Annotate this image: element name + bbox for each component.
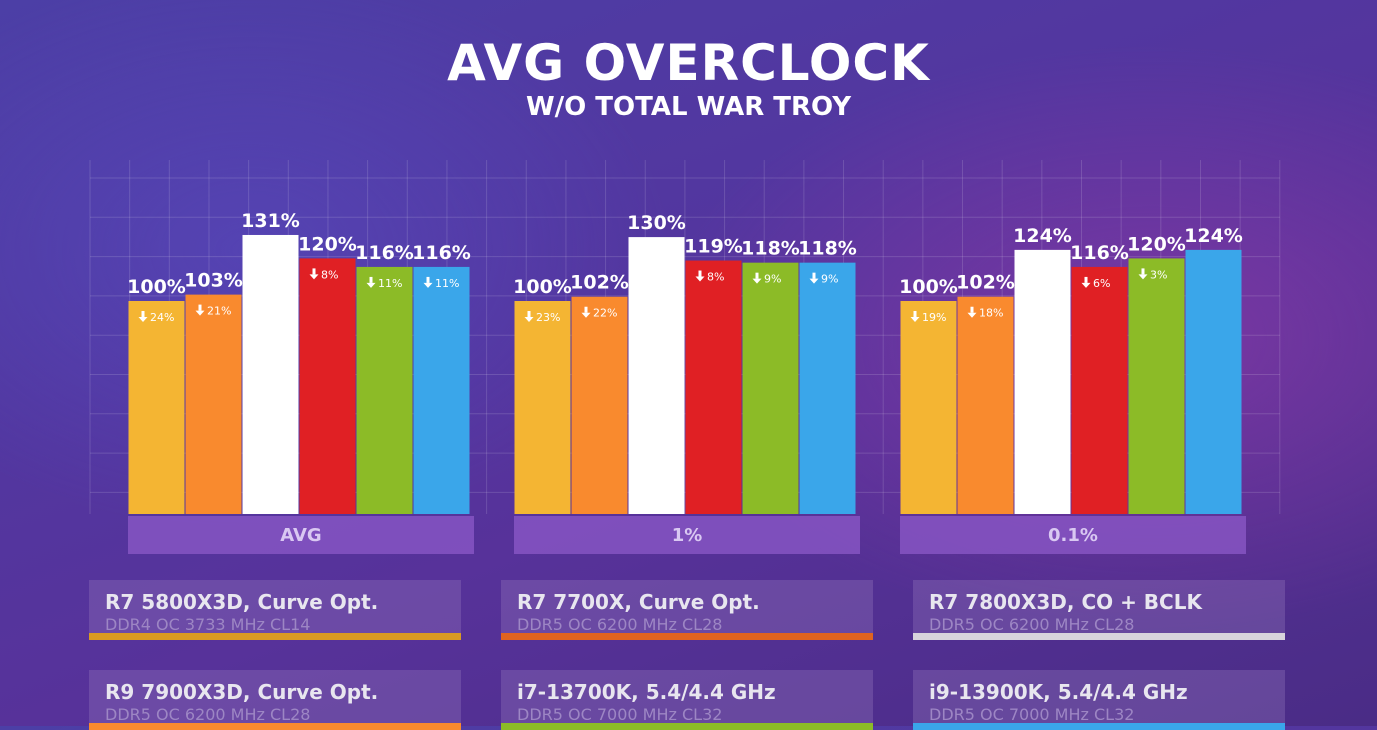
down-arrow-icon <box>581 306 591 318</box>
category-label: AVG <box>280 525 321 546</box>
legend-item: R7 7800X3D, CO + BCLK DDR5 OC 6200 MHz CL… <box>913 580 1285 640</box>
down-arrow-icon <box>366 276 376 288</box>
bar-value-label: 102% <box>956 272 1015 294</box>
down-arrow-icon <box>1138 268 1148 280</box>
drop-percent-label: 11% <box>378 277 402 290</box>
category-band <box>514 516 860 554</box>
down-arrow-icon <box>910 311 920 322</box>
bar-value-label: 120% <box>298 233 357 255</box>
bar-value-label: 120% <box>1127 233 1186 255</box>
down-arrow-icon <box>524 311 534 322</box>
category-label: 1% <box>672 525 703 546</box>
bar-value-label: 131% <box>241 210 300 232</box>
legend-color-swatch <box>913 633 1285 640</box>
down-arrow-icon <box>195 304 205 316</box>
drop-percent-label: 9% <box>764 273 781 286</box>
legend-item: i9-13900K, 5.4/4.4 GHz DDR5 OC 7000 MHz C… <box>913 670 1285 730</box>
bar-value-label: 103% <box>184 270 243 292</box>
chart-bars: 100%24%103%21%131%120%8%116%11%116%11% 10… <box>127 210 1243 514</box>
bar-value-label: 124% <box>1184 225 1243 247</box>
legend-item-memory: DDR5 OC 6200 MHz CL28 <box>929 615 1135 634</box>
bar-value-label: 100% <box>513 276 572 298</box>
bar-value-label: 116% <box>412 242 471 264</box>
bar <box>1014 249 1071 514</box>
legend-item-name: i9-13900K, 5.4/4.4 GHz <box>929 680 1188 704</box>
bar <box>242 234 299 514</box>
legend-item: R7 5800X3D, Curve Opt. DDR4 OC 3733 MHz C… <box>89 580 461 640</box>
drop-percent-label: 21% <box>207 305 231 318</box>
legend-item: i7-13700K, 5.4/4.4 GHz DDR5 OC 7000 MHz C… <box>501 670 873 730</box>
bar <box>128 301 185 514</box>
legend-item-memory: DDR5 OC 6200 MHz CL28 <box>517 615 723 634</box>
bar-value-label: 116% <box>355 242 414 264</box>
legend-color-swatch <box>501 723 873 730</box>
drop-percent-label: 6% <box>1093 277 1110 290</box>
bar <box>742 262 799 514</box>
legend-color-swatch <box>89 723 461 730</box>
legend-color-swatch <box>89 633 461 640</box>
legend-color-swatch <box>501 633 873 640</box>
down-arrow-icon <box>752 272 762 284</box>
category-band <box>128 516 474 554</box>
down-arrow-icon <box>309 268 319 280</box>
drop-percent-label: 9% <box>821 273 838 286</box>
bar <box>685 260 742 514</box>
bar <box>1185 249 1242 514</box>
bar-value-label: 102% <box>570 272 629 294</box>
down-arrow-icon <box>695 270 705 282</box>
drop-percent-label: 3% <box>1150 268 1167 281</box>
legend-item-memory: DDR5 OC 7000 MHz CL32 <box>929 705 1135 724</box>
category-bands: AVG 1% 0.1% <box>128 516 1246 554</box>
bar-value-label: 119% <box>684 236 743 258</box>
chart-subtitle: W/O TOTAL WAR TROY <box>525 92 852 122</box>
legend-item-name: R7 7800X3D, CO + BCLK <box>929 590 1202 614</box>
bar-value-label: 124% <box>1013 225 1072 247</box>
legend-item-name: i7-13700K, 5.4/4.4 GHz <box>517 680 776 704</box>
down-arrow-icon <box>967 306 977 318</box>
legend-item-name: R7 7700X, Curve Opt. <box>517 590 760 614</box>
bar <box>571 296 628 514</box>
bar <box>356 266 413 514</box>
bar <box>1071 266 1128 514</box>
bar <box>185 294 242 514</box>
down-arrow-icon <box>423 276 433 288</box>
bar <box>299 258 356 514</box>
drop-percent-label: 18% <box>979 307 1003 320</box>
legend-item-name: R9 7900X3D, Curve Opt. <box>105 680 379 704</box>
bar <box>1128 258 1185 514</box>
down-arrow-icon <box>809 272 819 284</box>
bar <box>628 237 685 514</box>
bar <box>514 301 571 514</box>
bar <box>413 266 470 514</box>
legend-item: R9 7900X3D, Curve Opt. DDR5 OC 6200 MHz C… <box>89 670 461 730</box>
bar-value-label: 116% <box>1070 242 1129 264</box>
legend-item-memory: DDR5 OC 7000 MHz CL32 <box>517 705 723 724</box>
legend-item: R7 7700X, Curve Opt. DDR5 OC 6200 MHz CL2… <box>501 580 873 640</box>
category-band <box>900 516 1246 554</box>
bar <box>900 301 957 514</box>
chart-title: AVG OVERCLOCK <box>447 34 930 92</box>
bar-value-label: 100% <box>899 276 958 298</box>
bar-value-label: 130% <box>627 212 686 234</box>
category-label: 0.1% <box>1048 525 1098 546</box>
drop-percent-label: 24% <box>150 311 174 324</box>
legend-item-memory: DDR4 OC 3733 MHz CL14 <box>105 615 311 634</box>
bar-value-label: 118% <box>798 238 857 260</box>
bar-value-label: 118% <box>741 238 800 260</box>
legend-item-name: R7 5800X3D, Curve Opt. <box>105 590 379 614</box>
bar-value-label: 100% <box>127 276 186 298</box>
drop-percent-label: 8% <box>707 271 724 284</box>
drop-percent-label: 23% <box>536 311 560 324</box>
drop-percent-label: 19% <box>922 311 946 324</box>
drop-percent-label: 22% <box>593 307 617 320</box>
down-arrow-icon <box>1081 276 1091 288</box>
down-arrow-icon <box>138 311 148 322</box>
drop-percent-label: 11% <box>435 277 459 290</box>
drop-percent-label: 8% <box>321 268 338 281</box>
bar <box>957 296 1014 514</box>
legend-item-memory: DDR5 OC 6200 MHz CL28 <box>105 705 311 724</box>
bar <box>799 262 856 514</box>
legend-color-swatch <box>913 723 1285 730</box>
